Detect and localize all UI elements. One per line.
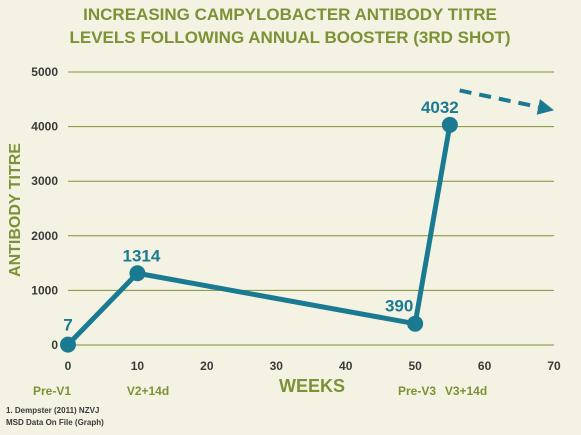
y-tick-1: 1000 xyxy=(31,283,58,297)
chart-title-line-2: LEVELS FOLLOWING ANNUAL BOOSTER (3RD SHO… xyxy=(69,28,510,47)
y-tick-5: 5000 xyxy=(31,65,58,79)
gridlines xyxy=(68,71,554,346)
x-tick-labels: 0 10 20 30 40 50 60 70 xyxy=(65,359,561,373)
phase-labels: Pre-V1 V2+14d Pre-V3 V3+14d xyxy=(33,384,487,398)
x-tick-2: 20 xyxy=(200,359,214,373)
data-point-1 xyxy=(129,265,146,282)
x-tick-6: 60 xyxy=(478,359,492,373)
trend-arrow xyxy=(459,88,554,115)
x-tick-5: 50 xyxy=(408,359,422,373)
x-tick-4: 40 xyxy=(339,359,353,373)
phase-label-3: V3+14d xyxy=(445,384,487,398)
y-tick-4: 4000 xyxy=(31,120,58,134)
data-label-0: 7 xyxy=(63,316,72,335)
x-tick-3: 30 xyxy=(270,359,284,373)
data-point-2 xyxy=(407,315,424,332)
data-labels: 7 1314 390 4032 xyxy=(63,98,459,335)
y-axis-label: ANTIBODY TITRE xyxy=(7,143,24,277)
footnote-line-1: 1. Dempster (2011) NZVJ xyxy=(6,406,100,415)
x-tick-1: 10 xyxy=(131,359,145,373)
y-tick-0: 0 xyxy=(51,338,58,352)
phase-label-0: Pre-V1 xyxy=(33,384,71,398)
trend-arrow-shaft xyxy=(459,88,539,109)
x-tick-7: 70 xyxy=(547,359,561,373)
footnote-line-2: MSD Data On File (Graph) xyxy=(6,418,104,427)
series-line xyxy=(65,122,453,348)
y-tick-3: 3000 xyxy=(31,174,58,188)
data-point-0 xyxy=(60,336,76,353)
data-points xyxy=(60,116,458,353)
data-label-2: 390 xyxy=(385,297,413,316)
y-tick-labels: 0 1000 2000 3000 4000 5000 xyxy=(31,65,58,352)
series-path xyxy=(65,122,453,348)
trend-arrow-head xyxy=(536,99,554,115)
chart-title-line-1: INCREASING CAMPYLOBACTER ANTIBODY TITRE xyxy=(83,5,497,24)
data-point-3 xyxy=(441,116,458,133)
data-label-3: 4032 xyxy=(421,98,459,117)
data-label-1: 1314 xyxy=(123,246,161,265)
phase-label-1: V2+14d xyxy=(127,384,169,398)
phase-label-2: Pre-V3 xyxy=(398,384,436,398)
x-axis-label: WEEKS xyxy=(279,376,345,396)
x-tick-0: 0 xyxy=(65,359,72,373)
y-tick-2: 2000 xyxy=(31,229,58,243)
